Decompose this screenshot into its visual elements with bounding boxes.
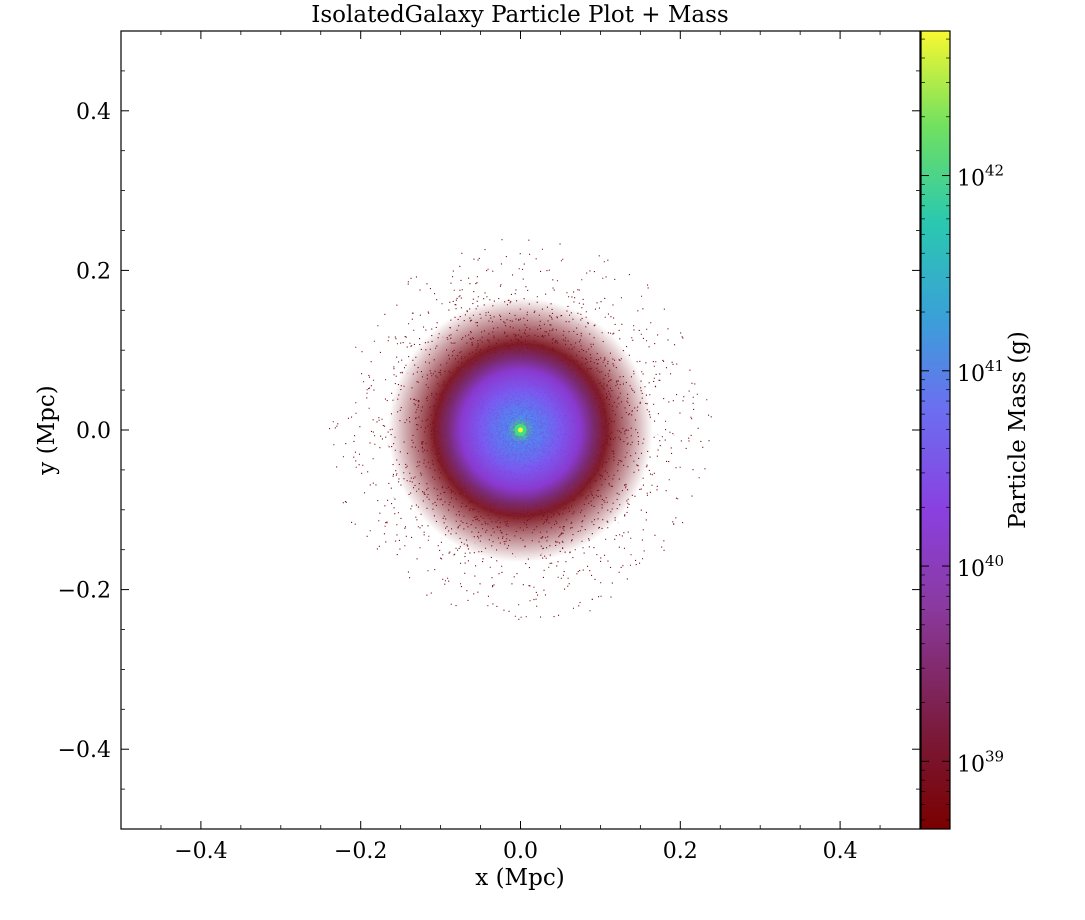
colorbar [921, 31, 950, 829]
x-axis-ticks: −0.4 −0.2 0.0 0.2 0.4 [174, 31, 858, 864]
particle-cloud [329, 239, 712, 620]
x-tick-label: 0.2 [663, 839, 698, 864]
y-axis-title: y (Mpc) [34, 385, 60, 475]
y-tick-label: 0.0 [76, 419, 111, 444]
colorbar-tick-label: 1042 [957, 162, 1004, 192]
y-tick-label: 0.4 [76, 100, 111, 125]
x-tick-label: −0.2 [334, 839, 387, 864]
particle-peak [518, 427, 523, 433]
particle-points-inner [387, 322, 675, 558]
y-tick-label: −0.2 [58, 579, 111, 604]
minor-ticks [120, 30, 921, 830]
plot-area [121, 31, 920, 829]
y-axis-ticks: −0.4 −0.2 0.0 0.2 0.4 [58, 100, 920, 763]
colorbar-ticks: 1039 1040 1041 1042 [921, 38, 1004, 821]
y-tick-label: 0.2 [76, 259, 111, 284]
x-tick-label: −0.4 [174, 839, 227, 864]
x-tick-label: 0.4 [823, 839, 858, 864]
x-tick-label: 0.0 [503, 839, 538, 864]
colorbar-label: Particle Mass (g) [1005, 331, 1031, 529]
x-axis-title: x (Mpc) [475, 865, 564, 891]
colorbar-tick-label: 1040 [957, 552, 1004, 582]
colorbar-tick-label: 1039 [957, 747, 1004, 777]
chart-title: IsolatedGalaxy Particle Plot + Mass [311, 2, 728, 28]
y-tick-label: −0.4 [58, 738, 111, 763]
colorbar-frame [920, 30, 951, 830]
colorbar-tick-label: 1041 [957, 357, 1004, 387]
